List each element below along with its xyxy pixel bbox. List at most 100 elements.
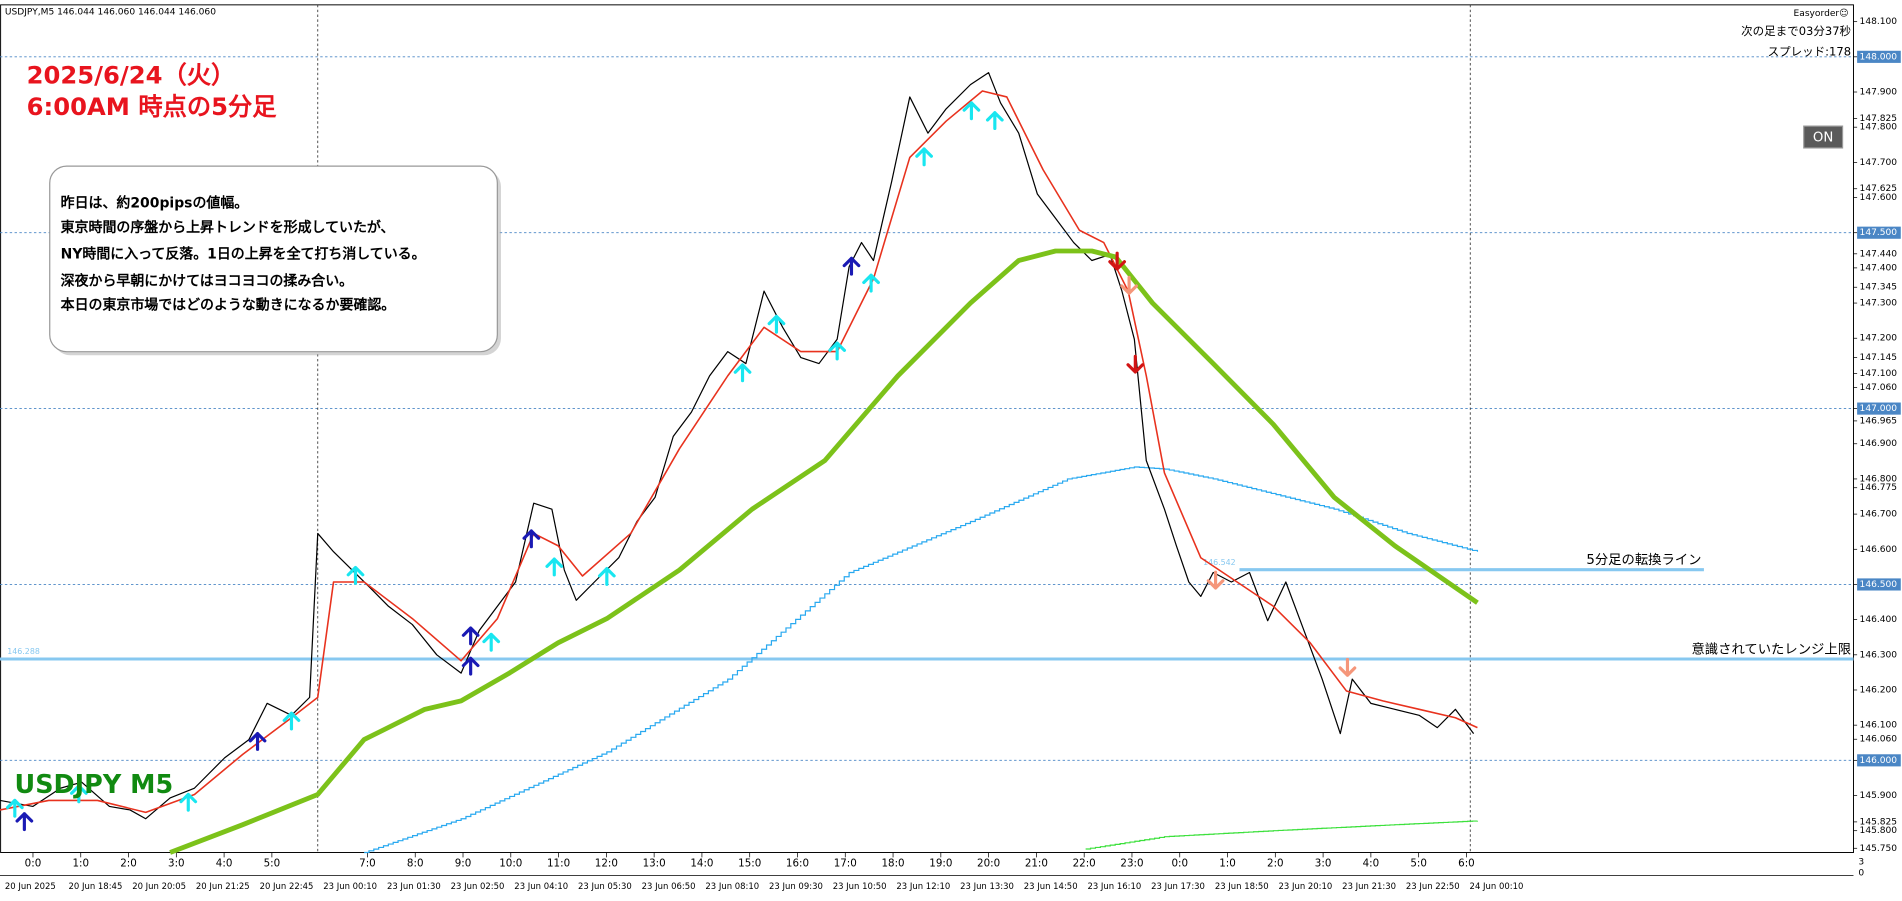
date-label: 23 Jun 12:10 [896, 881, 950, 891]
plot-frame [0, 4, 1854, 853]
y-tick-label: 146.700 [1860, 510, 1898, 520]
date-label: 23 Jun 05:30 [578, 881, 632, 891]
y-tick-label: 147.400 [1860, 263, 1898, 273]
date-label: 23 Jun 13:30 [960, 881, 1014, 891]
title-line: 2025/6/24（火） [27, 60, 236, 89]
up-arrow [915, 147, 933, 167]
x-tick-label: 4:0 [1363, 857, 1380, 869]
note-box [49, 165, 498, 353]
x-tick-label: 16:0 [786, 857, 809, 869]
x-tick-label: 17:0 [834, 857, 857, 869]
x-tick-label: 10:0 [499, 857, 522, 869]
symbol-info: USDJPY,M5 146.044 146.060 146.044 146.06… [5, 8, 216, 18]
y-tick-label: 146.965 [1860, 416, 1898, 426]
x-tick-label: 15:0 [738, 857, 761, 869]
up-arrow [985, 111, 1004, 131]
x-tick-label: 8:0 [407, 857, 424, 869]
y-tick-highlight [1857, 226, 1901, 239]
x-tick-label: 20:0 [977, 857, 1000, 869]
date-label: 20 Jun 20:05 [132, 881, 186, 891]
y-tick-label: 145.750 [1860, 844, 1898, 854]
down-arrow [1120, 275, 1138, 295]
y-tick-label: 146.000 [1860, 756, 1898, 766]
y-tick-label: 147.100 [1860, 369, 1898, 379]
y-tick-label: 146.060 [1860, 735, 1898, 745]
x-tick-label: 2:0 [120, 857, 137, 869]
up-arrow [5, 798, 24, 818]
note-line: NY時間に入って反落。1日の上昇を全て打ち消している。 [61, 246, 426, 263]
y-tick-label: 147.800 [1860, 123, 1898, 133]
up-arrow [179, 792, 198, 812]
up-arrow [862, 273, 880, 293]
x-tick-label: 22:0 [1073, 857, 1096, 869]
y-tick-label: 147.440 [1860, 249, 1898, 259]
date-label: 23 Jun 16:10 [1087, 881, 1141, 891]
up-arrow [482, 632, 501, 652]
note-line: 本日の東京市場ではどのような動きになるか要確認。 [61, 297, 396, 314]
level-text: 5分足の転換ライン [1586, 552, 1701, 568]
x-tick-label: 19:0 [929, 857, 952, 869]
on-button[interactable] [1803, 125, 1844, 149]
y-tick-label: 147.345 [1860, 283, 1898, 293]
price-line [169, 248, 1479, 855]
level-value: 146.288 [7, 647, 40, 656]
y-tick-label: 145.800 [1860, 826, 1898, 836]
y-tick-label: 146.200 [1860, 685, 1898, 695]
x-tick-label: 5:0 [264, 857, 281, 869]
y-tick-label: 146.400 [1860, 615, 1898, 625]
date-label: 23 Jun 17:30 [1151, 881, 1205, 891]
x-tick-label: 23:0 [1120, 857, 1143, 869]
up-arrow [346, 565, 365, 585]
note-line: 深夜から早朝にかけてはヨコヨコの揉み合い。 [61, 272, 353, 289]
on-button-label[interactable]: ON [1813, 131, 1833, 146]
date-label: 20 Jun 18:45 [69, 881, 123, 891]
x-tick-label: 13:0 [643, 857, 666, 869]
x-tick-label: 0:0 [1171, 857, 1188, 869]
down-arrow [1338, 657, 1357, 677]
date-label: 23 Jun 01:30 [387, 881, 441, 891]
date-label: 23 Jun 20:10 [1279, 881, 1333, 891]
y-tick-label: 146.500 [1860, 580, 1898, 590]
price-line [0, 72, 1475, 820]
date-label: 24 Jun 00:10 [1470, 881, 1524, 891]
date-label: 23 Jun 18:50 [1215, 881, 1269, 891]
y-tick-label: 147.625 [1860, 184, 1898, 194]
countdown: 次の足まで03分37秒 [1741, 24, 1851, 38]
up-arrow [962, 101, 981, 121]
sub-axis-label: 0 [1858, 869, 1864, 879]
watermark: USDJPY M5 [15, 770, 174, 800]
x-tick-label: 4:0 [216, 857, 233, 869]
date-label: 23 Jun 22:50 [1406, 881, 1460, 891]
y-tick-label: 147.000 [1860, 404, 1898, 414]
y-tick-label: 147.700 [1860, 158, 1898, 168]
date-label: 23 Jun 06:50 [642, 881, 696, 891]
note-line: 昨日は、約200pipsの値幅。 [61, 195, 249, 212]
up-arrow [597, 567, 616, 586]
y-tick-label: 146.775 [1860, 483, 1898, 493]
y-tick-label: 146.600 [1860, 545, 1898, 555]
date-label: 23 Jun 00:10 [323, 881, 377, 891]
y-tick-label: 148.100 [1860, 17, 1898, 27]
down-arrow [1206, 570, 1225, 590]
up-arrow [522, 529, 541, 549]
y-tick-label: 146.100 [1860, 721, 1898, 731]
x-tick-label: 3:0 [168, 857, 185, 869]
x-tick-label: 1:0 [72, 857, 89, 869]
y-tick-label: 146.300 [1860, 650, 1898, 660]
y-tick-label: 147.300 [1860, 299, 1898, 309]
y-tick-label: 147.200 [1860, 334, 1898, 344]
y-tick-label: 147.825 [1860, 114, 1898, 124]
y-tick-label: 146.800 [1860, 474, 1898, 484]
date-label: 20 Jun 22:45 [260, 881, 314, 891]
up-arrow [842, 256, 861, 276]
up-arrow [15, 812, 34, 832]
x-tick-label: 6:0 [1458, 857, 1475, 869]
y-tick-label: 148.000 [1860, 52, 1898, 62]
x-tick-label: 3:0 [1315, 857, 1332, 869]
x-tick-label: 14:0 [690, 857, 713, 869]
x-tick-label: 1:0 [1219, 857, 1236, 869]
x-tick-label: 18:0 [881, 857, 904, 869]
